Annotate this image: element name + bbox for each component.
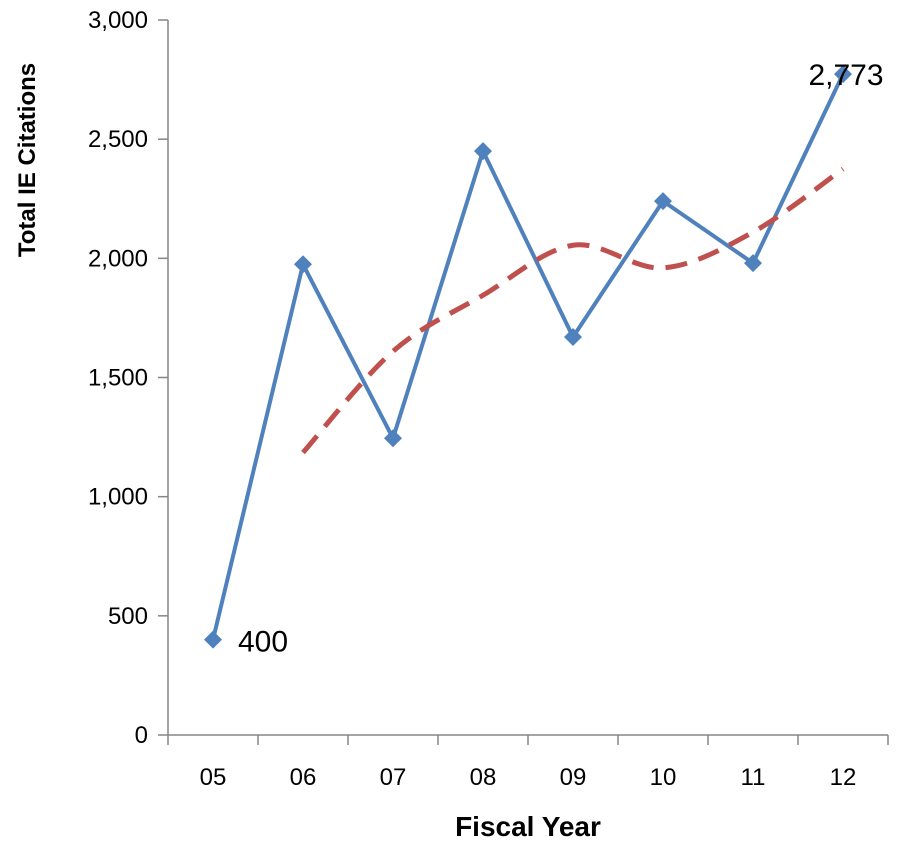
y-tick-label: 3,000: [88, 7, 148, 34]
x-tick-label: 09: [560, 764, 587, 791]
series-layer: [204, 65, 852, 649]
axes: 0 500 1,000 1,500 2,000 2,500 3,000 05 06 07 08 09 1…: [88, 7, 889, 791]
series-0-point: [294, 255, 312, 274]
series-0-point: [474, 142, 492, 161]
series-0-line: [211, 73, 845, 641]
x-axis-title: Fiscal Year: [455, 811, 601, 842]
x-tick-label: 07: [380, 764, 407, 791]
series-0-point: [834, 65, 852, 84]
y-tick-label: 0: [135, 722, 148, 749]
data-label: 400: [238, 626, 288, 659]
labels-layer: 400 2,773: [238, 59, 884, 659]
data-label: 2,773: [808, 59, 883, 92]
series-0-point: [204, 630, 222, 649]
y-tick-label: 2,000: [88, 245, 148, 272]
x-tick-label: 11: [741, 764, 766, 791]
series-0-point: [384, 429, 402, 448]
x-tick-label: 06: [290, 764, 317, 791]
series-0-point: [654, 192, 672, 211]
y-tick-label: 1,500: [88, 365, 148, 392]
y-tick-label: 1,000: [88, 484, 148, 511]
y-axis-title: Total IE Citations: [14, 63, 41, 257]
y-tick-label: 2,500: [88, 126, 148, 153]
x-tick-label: 08: [470, 764, 497, 791]
x-tick-label: 05: [200, 764, 227, 791]
series-0-point: [744, 254, 762, 273]
series-0-point: [564, 327, 582, 346]
y-tick-label: 500: [108, 603, 148, 630]
x-tick-label: 10: [650, 764, 677, 791]
x-tick-label: 12: [830, 764, 857, 791]
series-1-line: [301, 166, 845, 455]
